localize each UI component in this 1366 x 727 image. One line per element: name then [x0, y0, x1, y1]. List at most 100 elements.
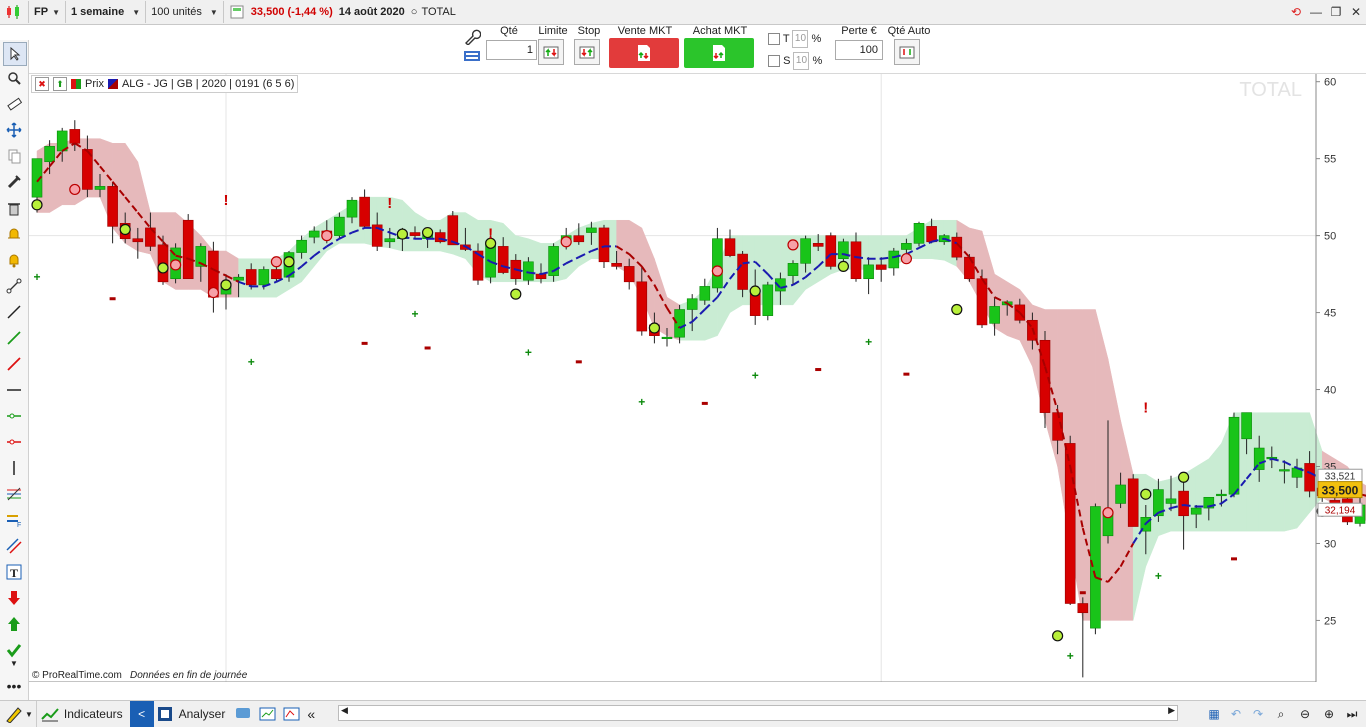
minus-marker	[109, 297, 116, 301]
ticker-selector[interactable]: FP ▼	[29, 1, 66, 23]
trendline-red-icon[interactable]	[3, 353, 25, 375]
stop-order-button[interactable]	[574, 39, 600, 65]
price-legend-label[interactable]: Prix	[85, 78, 104, 90]
units-selector[interactable]: 100 unités ▼	[146, 1, 224, 23]
buy-signal-marker	[31, 199, 43, 211]
pointer-tool[interactable]	[3, 42, 27, 66]
trailing-stop-line	[1019, 311, 1034, 329]
alert-bell-icon[interactable]	[3, 249, 25, 271]
candle	[271, 269, 282, 280]
zoom-out-icon[interactable]: ⊖	[1299, 707, 1311, 721]
s-percent-input[interactable]: 10	[793, 52, 810, 70]
redo-icon[interactable]: ↷	[1252, 707, 1264, 721]
candle	[334, 216, 345, 236]
undo-icon[interactable]: ↶	[1230, 707, 1242, 721]
analyze-button[interactable]: Analyser	[154, 701, 229, 727]
candle	[888, 250, 900, 269]
layout-icon[interactable]: ▦	[1208, 707, 1220, 721]
horizontal-scrollbar[interactable]: ◀ ▶	[338, 705, 1178, 721]
expand-icon[interactable]: ⬆	[53, 77, 67, 91]
move-icon[interactable]	[3, 119, 25, 141]
sell-market-button[interactable]	[609, 38, 679, 68]
keyboard-icon[interactable]	[463, 50, 481, 65]
chat-icon[interactable]	[232, 701, 256, 727]
sync-icon[interactable]: ⟲	[1290, 5, 1302, 19]
indicators-button[interactable]: Indicateurs	[35, 701, 126, 727]
arrow-down-icon[interactable]	[3, 587, 25, 609]
trailing-stop-line	[1283, 460, 1298, 469]
scroll-end-icon[interactable]: ⏭	[1346, 706, 1358, 721]
scroll-left-icon[interactable]: ◀	[341, 705, 348, 715]
s-checkbox[interactable]	[768, 55, 780, 67]
plus-marker: +	[411, 307, 418, 321]
minimize-button[interactable]: —	[1310, 5, 1322, 19]
close-button[interactable]: ✕	[1350, 5, 1362, 19]
pencil-icon[interactable]: ▼	[0, 701, 36, 727]
candle	[699, 286, 711, 301]
trailing-stop-line	[263, 280, 277, 288]
close-icon[interactable]: ✖	[35, 77, 49, 91]
trailing-stop-line	[1132, 522, 1147, 545]
horizontal-line-green-icon[interactable]	[3, 405, 25, 427]
trailing-stop-line	[792, 276, 807, 286]
qty-input[interactable]: 1	[486, 40, 537, 60]
candle	[825, 235, 837, 267]
brush-icon[interactable]	[3, 171, 25, 193]
channel-icon[interactable]	[3, 535, 25, 557]
arrow-up-icon[interactable]	[3, 613, 25, 635]
indicator-legend-label[interactable]: ALG - JG | GB | 2020 | 0191 (6 5 6)	[121, 78, 295, 90]
sell-signal-marker	[787, 239, 799, 251]
chevron-down-icon[interactable]: ▼	[10, 658, 18, 668]
candle	[346, 199, 358, 218]
trailing-stop-line	[767, 273, 782, 289]
units-label: 100 unités	[151, 6, 202, 18]
buy-signal-marker	[837, 260, 850, 273]
trailing-stop-line	[943, 237, 958, 245]
horizontal-line-icon[interactable]	[3, 379, 25, 401]
candle	[800, 238, 811, 264]
chart-refresh-icon[interactable]	[280, 701, 304, 727]
fibonacci-fan-icon[interactable]: F	[3, 509, 25, 531]
segment-tool-icon[interactable]	[3, 275, 25, 297]
trash-icon[interactable]	[3, 197, 25, 219]
vertical-line-icon[interactable]	[3, 457, 25, 479]
copy-icon[interactable]	[3, 145, 25, 167]
trendline-green-icon[interactable]	[3, 327, 25, 349]
collapse-icon[interactable]: «	[307, 706, 316, 722]
candle	[661, 336, 673, 340]
exclamation-marker: !	[387, 195, 392, 212]
share-icon[interactable]: <	[129, 701, 154, 727]
zoom-in-icon[interactable]: ⊕	[1323, 707, 1335, 721]
checkmark-icon[interactable]	[3, 639, 25, 661]
restore-button[interactable]: ❐	[1330, 5, 1342, 19]
buy-signal-marker	[1140, 488, 1152, 500]
horizontal-line-red-icon[interactable]	[3, 431, 25, 453]
zoom-fit-icon[interactable]: ⌕	[1277, 706, 1285, 721]
wrench-icon[interactable]	[463, 29, 482, 48]
text-tool-icon[interactable]: T	[3, 561, 25, 583]
chart-type-button[interactable]	[0, 1, 29, 23]
candle	[838, 241, 849, 260]
sell-signal-marker	[170, 259, 182, 271]
loss-input[interactable]: 100	[835, 40, 883, 60]
period-selector[interactable]: 1 semaine ▼	[66, 1, 147, 23]
analyze-label: Analyser	[178, 707, 226, 721]
more-icon[interactable]: •••	[6, 678, 22, 694]
zoom-icon[interactable]	[3, 67, 25, 89]
y-tick-label: 60	[1324, 77, 1336, 89]
ruler-icon[interactable]	[3, 93, 25, 115]
price-chart[interactable]: TOTAL +++++++++!!!! 605550454035302533,5…	[29, 74, 1366, 682]
limit-order-button[interactable]	[538, 39, 564, 65]
scroll-right-icon[interactable]: ▶	[1168, 705, 1175, 715]
t-percent-input[interactable]: 10	[792, 30, 809, 48]
t-checkbox[interactable]	[768, 33, 780, 45]
plus-marker: +	[752, 369, 759, 383]
buy-market-button[interactable]	[684, 38, 754, 68]
chart-icon[interactable]	[256, 701, 280, 727]
tile-icon	[230, 5, 244, 19]
auto-qty-button[interactable]	[894, 39, 920, 65]
fibonacci-icon[interactable]	[3, 483, 25, 505]
trendline-icon[interactable]	[3, 301, 25, 323]
alert-bell-icon[interactable]	[3, 223, 25, 245]
indicators-label: Indicateurs	[63, 707, 123, 721]
